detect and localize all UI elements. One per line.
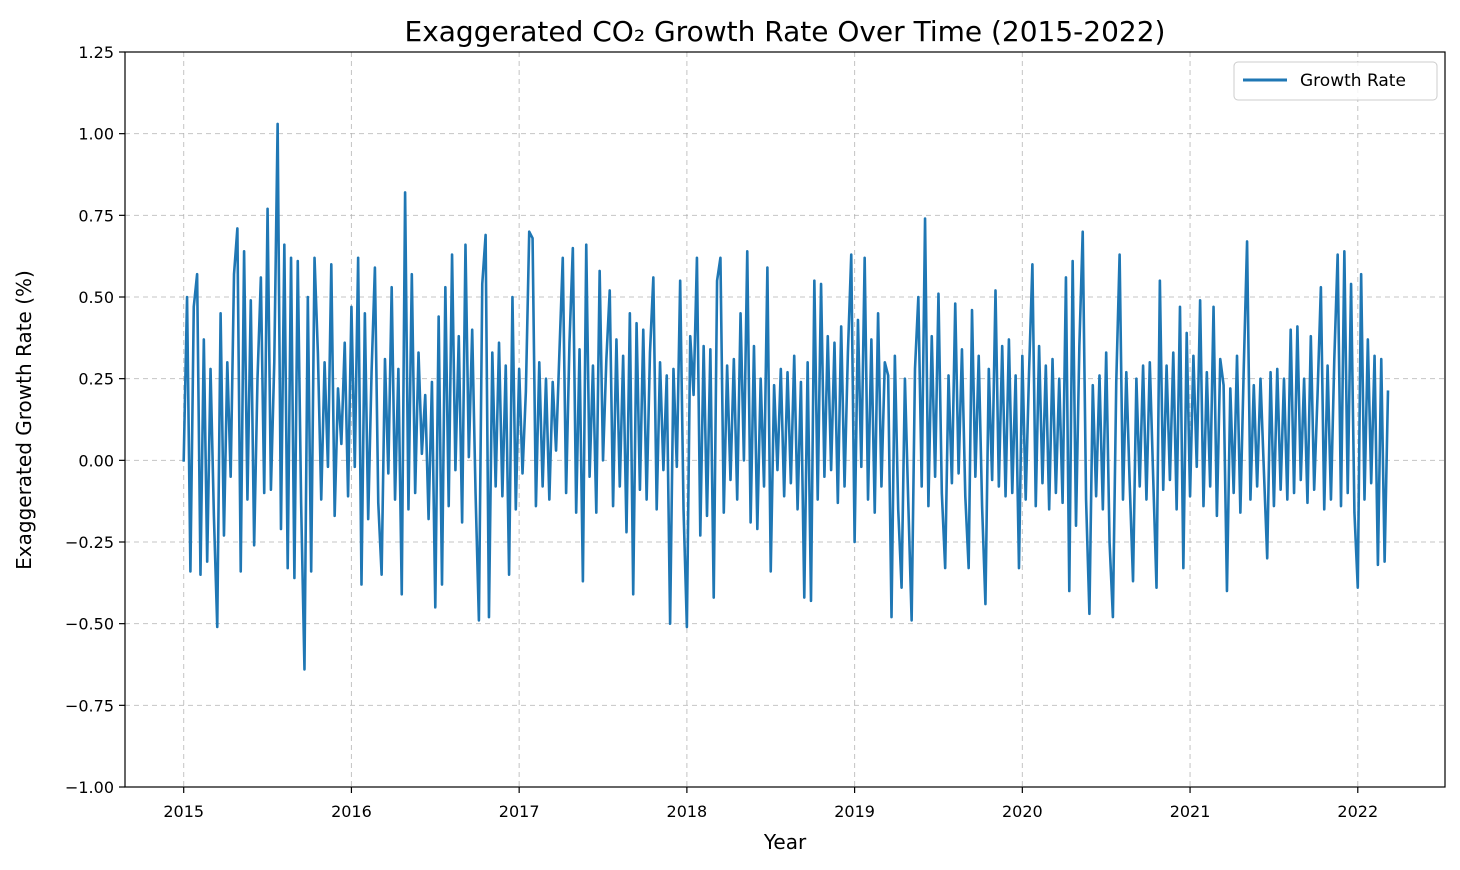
x-tick-label: 2021 [1170,802,1211,821]
axis-ticks: 2015 2016 2017 2018 2019 2020 2021 2022 −1.00 −0.… [65,43,1378,821]
x-axis-label: Year [763,830,807,854]
y-tick-label: −0.50 [65,615,114,634]
legend-box [1233,61,1438,101]
y-tick-label: 0.25 [78,370,114,389]
chart-title: Exaggerated CO₂ Growth Rate Over Time (2… [405,15,1166,48]
y-tick-label: 1.00 [78,125,114,144]
y-tick-label: 0.50 [78,288,114,307]
legend-label-growth-rate: Growth Rate [1300,71,1406,91]
y-tick-label: 0.75 [78,206,114,225]
legend: Growth Rate [1233,61,1438,101]
series-line-growth-rate [182,122,1390,671]
x-tick-label: 2017 [499,802,540,821]
x-tick-label: 2019 [834,802,875,821]
y-tick-label: −0.25 [65,533,114,552]
x-tick-label: 2022 [1337,802,1378,821]
x-tick-label: 2016 [331,802,372,821]
x-tick-label: 2018 [667,802,708,821]
series-layer [182,122,1390,671]
y-tick-label: −0.75 [65,696,114,715]
y-axis-label: Exaggerated Growth Rate (%) [12,270,36,570]
x-tick-label: 2020 [1002,802,1043,821]
y-tick-label: −1.00 [65,778,114,797]
x-tick-label: 2015 [163,802,204,821]
plot-area-frame [124,51,1446,788]
y-tick-label: 0.00 [78,451,114,470]
y-tick-label: 1.25 [78,43,114,62]
